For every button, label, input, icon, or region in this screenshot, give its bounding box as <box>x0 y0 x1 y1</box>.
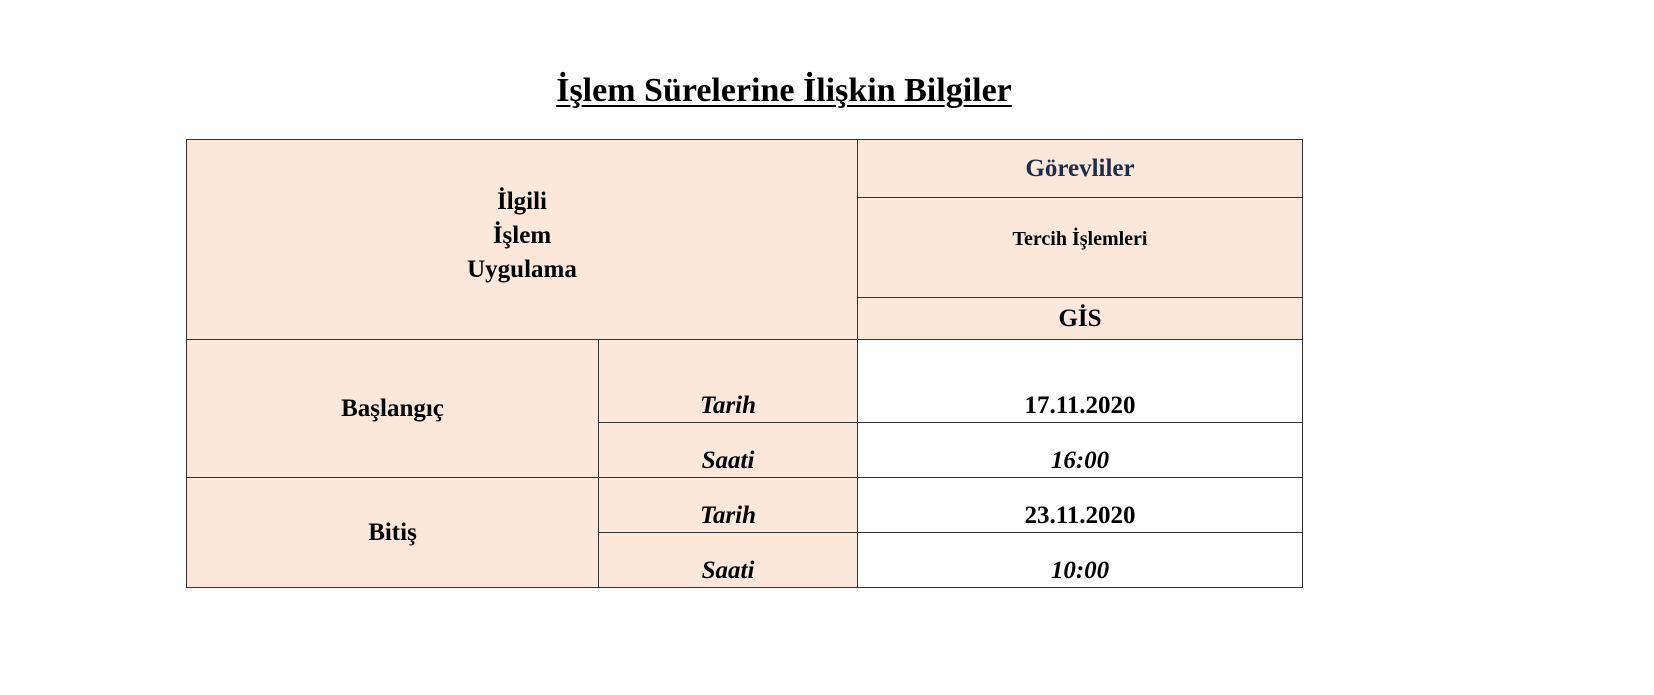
end-date-label: Tarih <box>598 477 858 533</box>
row-label-start: Başlangıç <box>186 339 599 478</box>
cell-text: Saati <box>701 557 755 584</box>
end-time-label: Saati <box>598 532 858 588</box>
cell-text: 23.11.2020 <box>1024 502 1136 529</box>
cell-text: 10:00 <box>1050 557 1110 584</box>
header-line: İşlem <box>492 221 552 249</box>
header-operation: Tercih İşlemleri <box>857 197 1303 298</box>
row-label: Bitiş <box>368 518 417 546</box>
row-label: Başlangıç <box>341 394 444 422</box>
cell-text: Saati <box>701 447 755 474</box>
header-line: İlgili <box>496 187 547 215</box>
header-staff: Görevliler <box>857 139 1303 198</box>
header-related-operation: İlgili İşlem Uygulama <box>186 139 858 340</box>
cell-text: 16:00 <box>1050 447 1110 474</box>
header-unit: GİS <box>857 297 1303 340</box>
start-date-label: Tarih <box>598 339 858 423</box>
staff-label: Görevliler <box>1025 154 1135 182</box>
start-date-value: 17.11.2020 <box>857 339 1303 423</box>
header-line: Uygulama <box>467 255 577 283</box>
cell-text: Tarih <box>699 502 757 529</box>
end-date-value: 23.11.2020 <box>857 477 1303 533</box>
end-time-value: 10:00 <box>857 532 1303 588</box>
unit-label: GİS <box>1058 304 1102 332</box>
cell-text: Tarih <box>699 392 757 419</box>
start-time-label: Saati <box>598 422 858 478</box>
page-title: İşlem Sürelerine İlişkin Bilgiler <box>556 72 1012 109</box>
row-label-end: Bitiş <box>186 477 599 588</box>
start-time-value: 16:00 <box>857 422 1303 478</box>
cell-text: 17.11.2020 <box>1024 392 1136 419</box>
operation-label: Tercih İşlemleri <box>1012 228 1148 250</box>
